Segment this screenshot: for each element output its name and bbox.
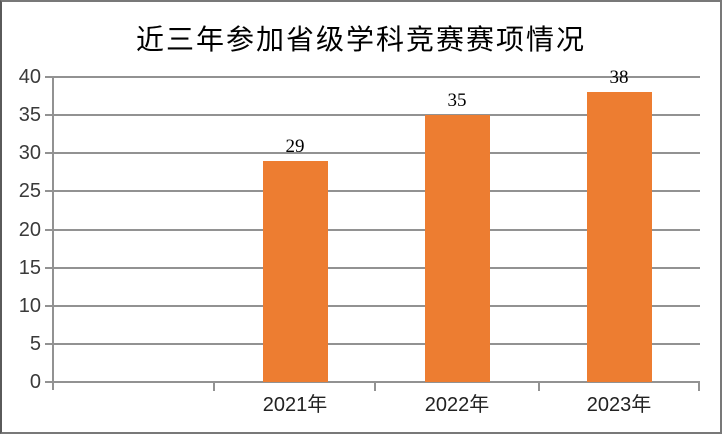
y-tick-label: 5 [29,332,41,355]
y-tick-label: 0 [29,371,41,393]
y-axis-tick [45,76,52,78]
gridline [52,190,700,193]
y-tick-label: 10 [18,294,41,317]
x-axis-tick [213,382,215,391]
y-axis-tick [45,114,52,117]
y-tick-label: 35 [18,104,41,127]
x-axis-tick [538,382,540,391]
y-tick-label: 40 [18,66,41,88]
y-axis-tick [45,342,52,345]
y-tick-label: 30 [18,142,41,165]
gridline [52,152,700,155]
y-tick-label: 25 [18,180,41,203]
bar-value-label: 38 [609,67,629,89]
y-axis-line [52,76,54,390]
x-axis-tick [374,382,376,391]
y-axis-tick [45,266,52,269]
y-tick-label: 20 [18,218,41,241]
gridline [52,304,700,307]
gridline [52,266,700,269]
y-axis-tick [45,381,52,383]
bar-2021年 [262,160,328,382]
y-axis-tick [45,152,52,155]
y-tick-label: 15 [18,256,41,279]
x-tick-label: 2022年 [424,394,490,416]
y-axis-tick [45,190,52,193]
x-tick-label: 2021年 [262,394,328,416]
bar-2023年 [586,92,652,382]
x-axis-tick [698,382,700,391]
x-tick-label: 2023年 [586,394,652,416]
bar-value-label: 29 [285,135,305,157]
bar-value-label: 35 [447,90,467,112]
chart-title: 近三年参加省级学科竞赛赛项情况 [135,25,586,56]
bar-2022年 [424,115,490,382]
y-axis-tick [45,228,52,231]
gridline [52,114,700,117]
gridline [52,342,700,345]
x-axis-line [52,381,700,383]
gridline [52,228,700,231]
y-axis-tick [45,304,52,307]
gridline [52,76,700,78]
